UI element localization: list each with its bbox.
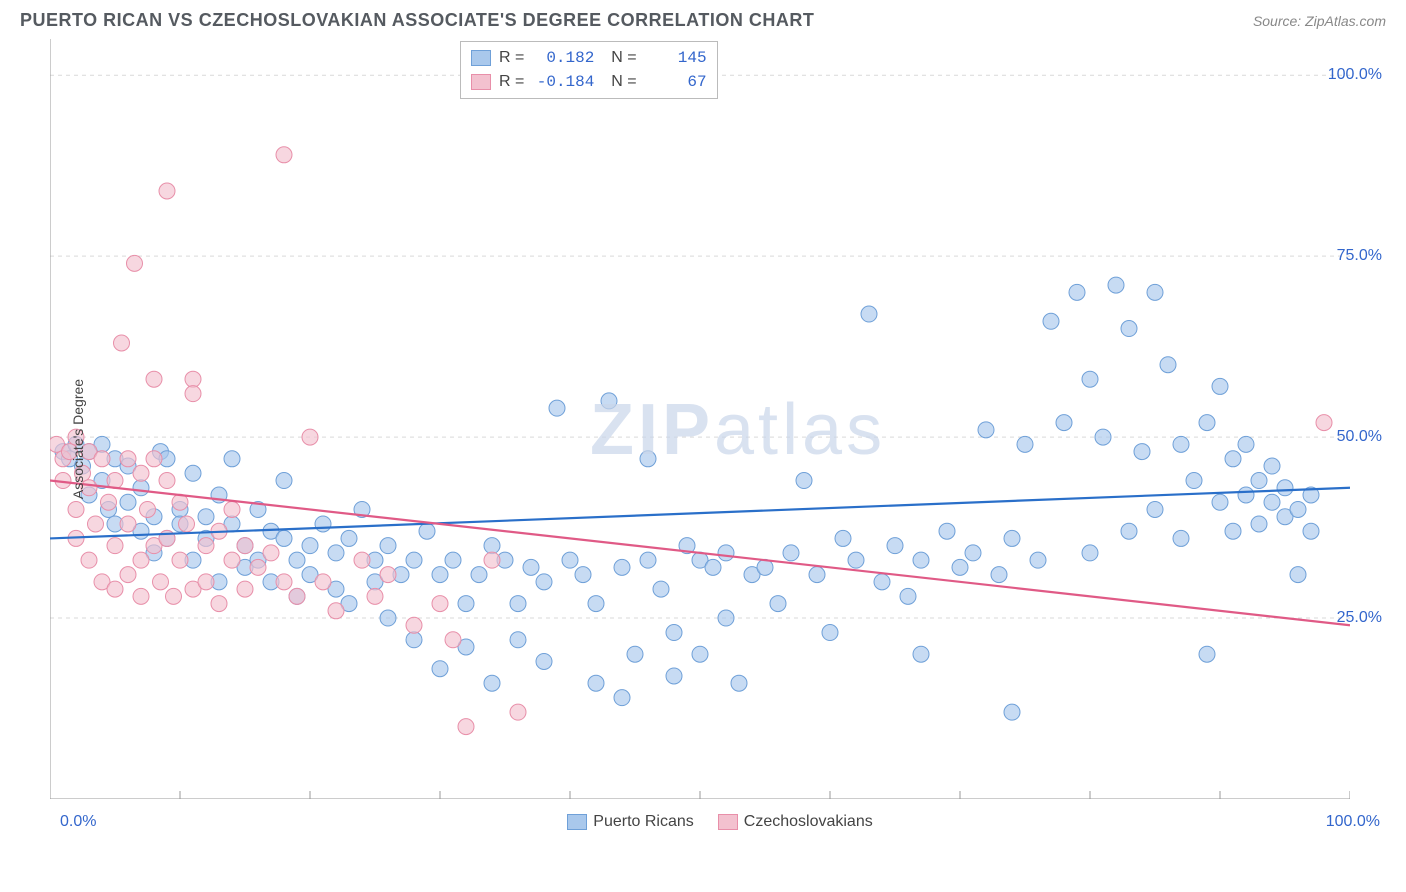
series-swatch: [718, 814, 738, 830]
source-attribution: Source: ZipAtlas.com: [1253, 13, 1386, 29]
stats-legend: R = 0.182 N = 145 R = -0.184 N = 67: [460, 41, 718, 99]
legend-item: Czechoslovakians: [718, 813, 873, 831]
y-tick-label: 75.0%: [1337, 247, 1382, 265]
series-swatch: [567, 814, 587, 830]
chart-container: Associate's Degree ZIPatlas 25.0% 50.0% …: [50, 39, 1390, 839]
x-axis-legend: 0.0% Puerto Ricans Czechoslovakians 100.…: [50, 805, 1390, 839]
legend-label: Czechoslovakians: [744, 813, 873, 831]
r-value: 0.182: [532, 46, 594, 70]
r-value: -0.184: [532, 70, 594, 94]
x-tick-label: 0.0%: [60, 813, 96, 831]
y-axis-label: Associate's Degree: [70, 379, 86, 499]
n-value: 67: [645, 70, 707, 94]
legend-label: Puerto Ricans: [593, 813, 694, 831]
series-swatch: [471, 74, 491, 90]
x-tick-label: 100.0%: [1326, 813, 1380, 831]
series-swatch: [471, 50, 491, 66]
y-tick-label: 25.0%: [1337, 609, 1382, 627]
legend-item: Puerto Ricans: [567, 813, 694, 831]
n-value: 145: [645, 46, 707, 70]
y-tick-label: 50.0%: [1337, 428, 1382, 446]
stats-row: R = -0.184 N = 67: [471, 70, 707, 94]
scatter-plot: [50, 39, 1350, 799]
chart-title: PUERTO RICAN VS CZECHOSLOVAKIAN ASSOCIAT…: [20, 10, 814, 31]
y-tick-label: 100.0%: [1328, 66, 1382, 84]
stats-row: R = 0.182 N = 145: [471, 46, 707, 70]
